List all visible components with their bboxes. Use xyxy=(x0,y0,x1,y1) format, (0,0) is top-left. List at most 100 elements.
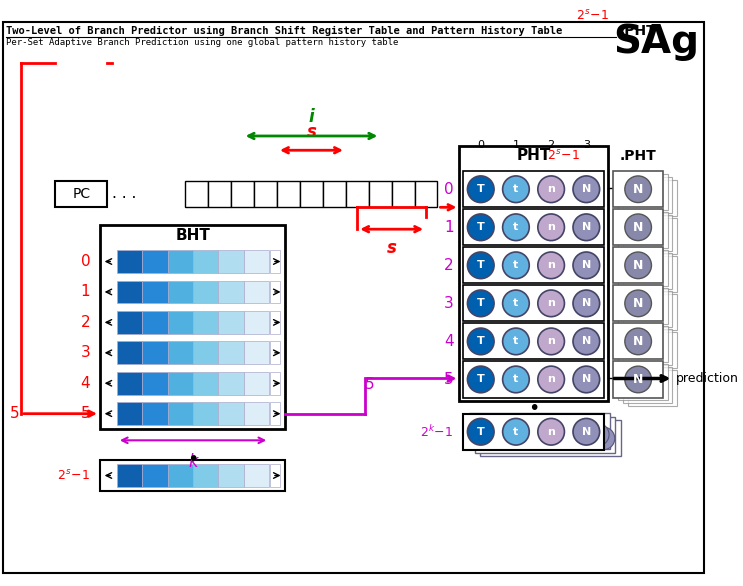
Bar xyxy=(55,180,108,207)
Bar xyxy=(117,402,143,425)
Bar xyxy=(270,464,279,487)
Bar xyxy=(208,180,231,207)
Bar xyxy=(628,180,677,216)
Bar xyxy=(628,294,677,330)
Circle shape xyxy=(467,214,494,241)
Text: 0: 0 xyxy=(477,139,484,149)
Bar xyxy=(168,311,193,334)
Bar xyxy=(463,285,604,322)
Text: 4: 4 xyxy=(81,376,91,391)
Bar xyxy=(168,464,193,487)
Text: T: T xyxy=(477,260,484,270)
Bar xyxy=(193,402,218,425)
Bar xyxy=(628,332,677,368)
Bar xyxy=(117,464,143,487)
Circle shape xyxy=(487,427,509,449)
Circle shape xyxy=(573,176,600,203)
Text: n: n xyxy=(547,336,555,346)
Text: $2^s\!-\!1$: $2^s\!-\!1$ xyxy=(547,149,580,163)
Bar xyxy=(218,311,244,334)
Circle shape xyxy=(538,214,565,241)
Bar xyxy=(117,281,143,304)
Circle shape xyxy=(538,328,565,355)
Bar xyxy=(270,372,279,394)
Bar xyxy=(392,180,415,207)
Bar xyxy=(614,171,663,207)
Bar xyxy=(168,402,193,425)
Bar xyxy=(270,402,279,425)
Bar xyxy=(628,218,677,254)
Circle shape xyxy=(625,366,652,393)
Text: t: t xyxy=(513,222,519,232)
Text: SAg: SAg xyxy=(613,23,699,61)
Bar xyxy=(463,323,604,359)
Text: 2: 2 xyxy=(548,139,555,149)
Text: N: N xyxy=(582,336,591,346)
Text: 5: 5 xyxy=(10,406,19,421)
Text: PHT: PHT xyxy=(516,148,551,163)
Text: N: N xyxy=(633,221,643,234)
Text: T: T xyxy=(477,374,484,384)
Bar xyxy=(143,250,168,273)
Text: 1: 1 xyxy=(81,284,91,299)
Text: N: N xyxy=(633,183,643,196)
Bar xyxy=(168,250,193,273)
Bar xyxy=(277,180,300,207)
Circle shape xyxy=(516,423,539,446)
Circle shape xyxy=(573,214,600,241)
Bar xyxy=(193,372,218,394)
Circle shape xyxy=(502,328,529,355)
Bar xyxy=(618,326,668,362)
Text: t: t xyxy=(513,427,519,437)
Text: n: n xyxy=(547,374,555,384)
Circle shape xyxy=(545,420,568,442)
Bar xyxy=(143,464,168,487)
Bar xyxy=(323,180,345,207)
Circle shape xyxy=(538,252,565,278)
Bar xyxy=(628,256,677,292)
Circle shape xyxy=(538,290,565,316)
Bar xyxy=(469,413,609,449)
Circle shape xyxy=(481,423,504,446)
Text: N: N xyxy=(633,335,643,348)
Bar xyxy=(614,323,663,359)
Text: s: s xyxy=(386,239,397,257)
Text: 2: 2 xyxy=(444,258,454,273)
Bar xyxy=(218,464,244,487)
Circle shape xyxy=(467,366,494,393)
Circle shape xyxy=(502,176,529,203)
Text: n: n xyxy=(547,184,555,194)
Text: N: N xyxy=(582,374,591,384)
Bar xyxy=(614,209,663,246)
Bar xyxy=(168,372,193,394)
Circle shape xyxy=(467,252,494,278)
Bar xyxy=(459,146,608,401)
Bar xyxy=(270,342,279,364)
Text: i: i xyxy=(308,108,314,127)
Circle shape xyxy=(625,176,652,203)
Bar xyxy=(117,250,143,273)
Bar xyxy=(480,420,621,456)
Text: T: T xyxy=(477,336,484,346)
Circle shape xyxy=(467,290,494,316)
Text: t: t xyxy=(513,184,519,194)
Bar xyxy=(623,215,672,251)
Bar xyxy=(618,212,668,248)
Bar xyxy=(463,209,604,246)
Circle shape xyxy=(551,423,574,446)
Bar xyxy=(193,342,218,364)
Text: 1: 1 xyxy=(444,220,454,235)
Bar xyxy=(186,180,208,207)
Circle shape xyxy=(475,420,498,442)
Circle shape xyxy=(586,423,609,446)
Bar xyxy=(623,177,672,213)
Bar xyxy=(463,247,604,284)
Circle shape xyxy=(502,366,529,393)
Bar xyxy=(614,247,663,284)
Circle shape xyxy=(573,328,600,355)
Text: $2^s\!-\!1$: $2^s\!-\!1$ xyxy=(576,9,609,23)
Bar xyxy=(623,367,672,403)
Text: T: T xyxy=(477,184,484,194)
Text: t: t xyxy=(513,298,519,308)
Bar xyxy=(117,311,143,334)
